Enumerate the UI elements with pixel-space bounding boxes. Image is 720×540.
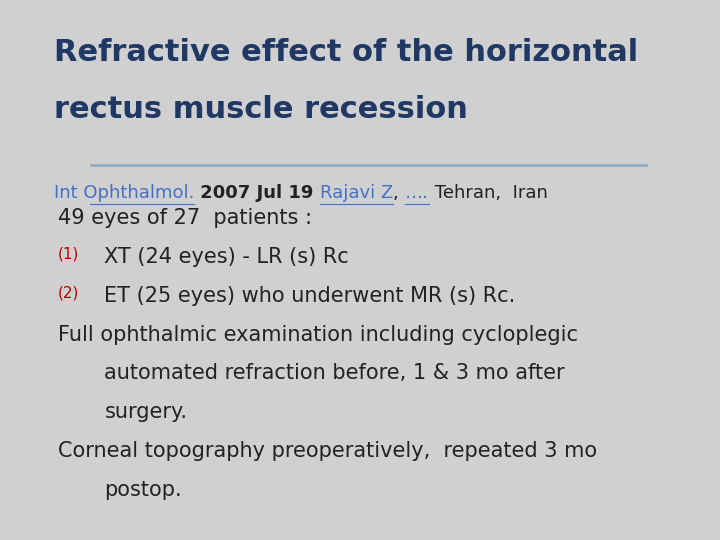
Text: Rajavi Z: Rajavi Z	[320, 184, 393, 201]
Text: ….: ….	[405, 184, 428, 201]
Text: automated refraction before, 1 & 3 mo after: automated refraction before, 1 & 3 mo af…	[104, 363, 565, 383]
Text: postop.: postop.	[104, 480, 182, 500]
Text: Tehran,  Iran: Tehran, Iran	[428, 184, 547, 201]
Text: Refractive effect of the horizontal: Refractive effect of the horizontal	[54, 38, 638, 67]
Text: Corneal topography preoperatively,  repeated 3 mo: Corneal topography preoperatively, repea…	[58, 441, 597, 461]
Text: 2007 Jul 19: 2007 Jul 19	[194, 184, 320, 201]
Text: surgery.: surgery.	[104, 402, 187, 422]
Text: 49 eyes of 27  patients :: 49 eyes of 27 patients :	[58, 208, 312, 228]
Text: Int Ophthalmol.: Int Ophthalmol.	[54, 184, 194, 201]
Text: (2): (2)	[58, 286, 79, 301]
Text: Full ophthalmic examination including cycloplegic: Full ophthalmic examination including cy…	[58, 325, 577, 345]
Text: (1): (1)	[58, 247, 79, 262]
Text: ,: ,	[393, 184, 405, 201]
Text: rectus muscle recession: rectus muscle recession	[54, 94, 468, 124]
Text: XT (24 eyes) - LR (s) Rc: XT (24 eyes) - LR (s) Rc	[104, 247, 349, 267]
Text: ET (25 eyes) who underwent MR (s) Rc.: ET (25 eyes) who underwent MR (s) Rc.	[104, 286, 516, 306]
